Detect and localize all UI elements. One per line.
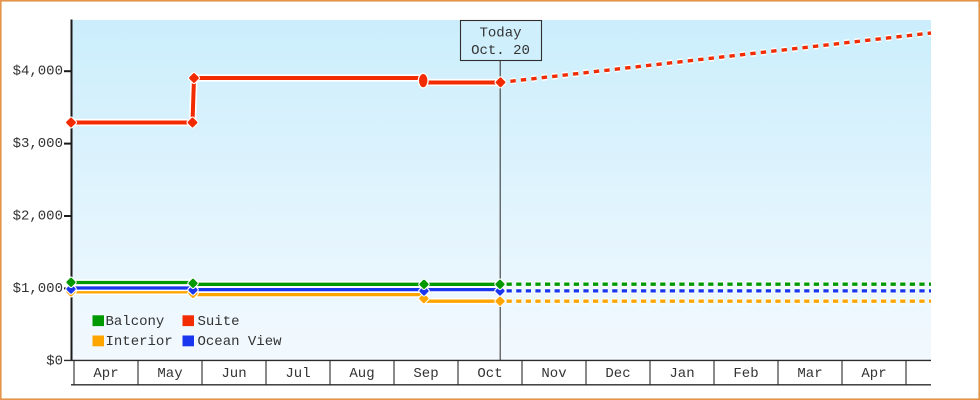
svg-text:$0: $0 <box>46 353 63 369</box>
svg-text:Jan: Jan <box>669 366 694 382</box>
svg-text:Sep: Sep <box>413 366 438 382</box>
svg-text:Today: Today <box>479 26 521 42</box>
svg-text:Mar: Mar <box>797 366 822 382</box>
svg-text:Aug: Aug <box>349 366 374 382</box>
svg-text:$4,000: $4,000 <box>13 64 63 80</box>
svg-text:Oct. 20: Oct. 20 <box>471 43 530 59</box>
svg-text:Apr: Apr <box>93 366 118 382</box>
svg-text:Nov: Nov <box>541 366 566 382</box>
svg-text:Balcony: Balcony <box>106 314 165 330</box>
svg-text:Dec: Dec <box>605 366 630 382</box>
svg-text:Apr: Apr <box>861 366 886 382</box>
svg-text:$3,000: $3,000 <box>13 136 63 152</box>
svg-text:Ocean View: Ocean View <box>198 334 283 350</box>
svg-text:Feb: Feb <box>733 366 758 382</box>
svg-text:Jun: Jun <box>221 366 246 382</box>
svg-text:Interior: Interior <box>106 334 173 350</box>
svg-text:May: May <box>157 366 182 382</box>
svg-text:Oct: Oct <box>477 366 502 382</box>
svg-text:Suite: Suite <box>198 314 240 330</box>
svg-text:Jul: Jul <box>285 366 310 382</box>
svg-text:$2,000: $2,000 <box>13 209 63 225</box>
svg-text:$1,000: $1,000 <box>13 281 63 297</box>
